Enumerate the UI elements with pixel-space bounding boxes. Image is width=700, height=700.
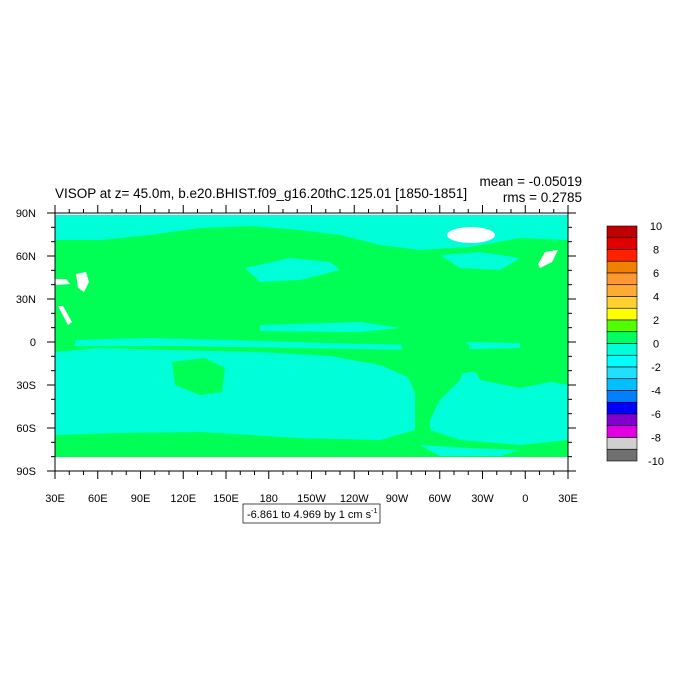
- colorbar-label: -2: [651, 362, 661, 374]
- positive-regions: [172, 330, 560, 420]
- negative-regions: [55, 215, 568, 456]
- north-pacific-band: [245, 258, 340, 282]
- south-atlantic: [430, 372, 568, 445]
- colorbar-box: [606, 307, 638, 321]
- colorbar-label: -6: [651, 409, 661, 421]
- colorbar-box: [606, 284, 638, 297]
- axis-ticks: [47, 205, 576, 479]
- y-tick-label: 30N: [16, 294, 36, 306]
- contour-info: -6.861 to 4.969 by 1 cm s-1: [247, 508, 377, 521]
- y-tick-label: 90N: [16, 208, 36, 220]
- colorbar-box: [606, 378, 638, 391]
- contour-info-exponent: -1: [371, 508, 377, 515]
- x-tick-label: 60E: [88, 493, 108, 505]
- colorbar-label: 8: [653, 245, 659, 257]
- x-tick-label: 30W: [471, 493, 494, 505]
- colorbar-box: [606, 413, 638, 427]
- caspian-missing: [76, 272, 89, 292]
- colorbar-box: [606, 225, 638, 239]
- contour-info-text: -6.861 to 4.969 by 1 cm s: [247, 509, 372, 521]
- mean-stat: mean = -0.05019: [480, 174, 582, 189]
- y-tick-label: 0: [30, 337, 36, 349]
- x-tick-label: 90W: [386, 493, 409, 505]
- colorbar-label: -4: [651, 386, 661, 398]
- contour-info-box: [242, 503, 381, 524]
- colorbar-label: 4: [653, 292, 659, 304]
- colorbar-box: [606, 390, 638, 403]
- southern-patch: [420, 445, 520, 456]
- colorbar-box: [606, 260, 638, 274]
- colorbar-box: [606, 249, 638, 262]
- colorbar-box: [606, 448, 638, 462]
- arctic-band: [55, 215, 568, 250]
- y-tick-labels: 90N 60N 30N 0 30S 60S 90S: [16, 208, 36, 478]
- y-tick-label: 30S: [16, 380, 36, 392]
- colorbar-box: [606, 331, 638, 344]
- x-tick-labels: 30E 60E 90E 120E 150E 180 150W 120W 90W 60W 30W 0 30…: [45, 493, 578, 505]
- colorbar-box: [606, 343, 638, 356]
- north-eq-stripe: [260, 322, 400, 332]
- red-sea-missing: [58, 306, 72, 325]
- colorbar: 10 8 6 4 2 0 -2 -4 -6 -8 -10: [606, 221, 664, 468]
- colorbar-box: [606, 354, 638, 368]
- rms-stat: rms = 0.2785: [503, 190, 582, 205]
- x-tick-label: 180: [260, 493, 278, 505]
- colorbar-box: [606, 366, 638, 380]
- x-tick-label: 0: [522, 493, 528, 505]
- x-tick-label: 120W: [340, 493, 369, 505]
- black-sea-missing: [55, 279, 70, 285]
- hudson-missing: [538, 250, 558, 268]
- field-shading: [55, 215, 568, 457]
- south-africa-region: [470, 360, 560, 388]
- colorbar-label: 0: [653, 339, 659, 351]
- australia-region: [172, 358, 225, 395]
- colorbar-label: -10: [648, 456, 664, 468]
- x-tick-label: 60W: [428, 493, 451, 505]
- colorbar-box: [606, 237, 638, 250]
- x-tick-label: 90E: [131, 493, 151, 505]
- colorbar-box: [606, 319, 638, 333]
- plot-title: VISOP at z= 45.0m, b.e20.BHIST.f09_g16.2…: [55, 186, 467, 201]
- indian-pacific-south: [55, 348, 415, 440]
- colorbar-label: -8: [651, 433, 661, 445]
- colorbar-box: [606, 401, 638, 415]
- colorbar-label: 10: [650, 221, 662, 233]
- y-tick-label: 60S: [16, 423, 36, 435]
- missing-regions: [55, 227, 558, 325]
- greenland-missing: [447, 227, 495, 243]
- x-tick-label: 150W: [297, 493, 326, 505]
- x-tick-label: 30E: [558, 493, 578, 505]
- colorbar-box: [606, 296, 638, 309]
- africa-s-america-region: [400, 330, 470, 420]
- colorbar-box: [606, 425, 638, 438]
- x-tick-label: 30E: [45, 493, 65, 505]
- colorbar-box: [606, 272, 638, 286]
- x-tick-label: 120E: [170, 493, 196, 505]
- y-tick-label: 60N: [16, 251, 36, 263]
- colorbar-label: 6: [653, 268, 659, 280]
- colorbar-box: [606, 437, 638, 450]
- colorbar-label: 2: [653, 315, 659, 327]
- north-atlantic-patch: [440, 252, 520, 270]
- x-tick-label: 150E: [213, 493, 239, 505]
- y-tick-label: 90S: [16, 466, 36, 478]
